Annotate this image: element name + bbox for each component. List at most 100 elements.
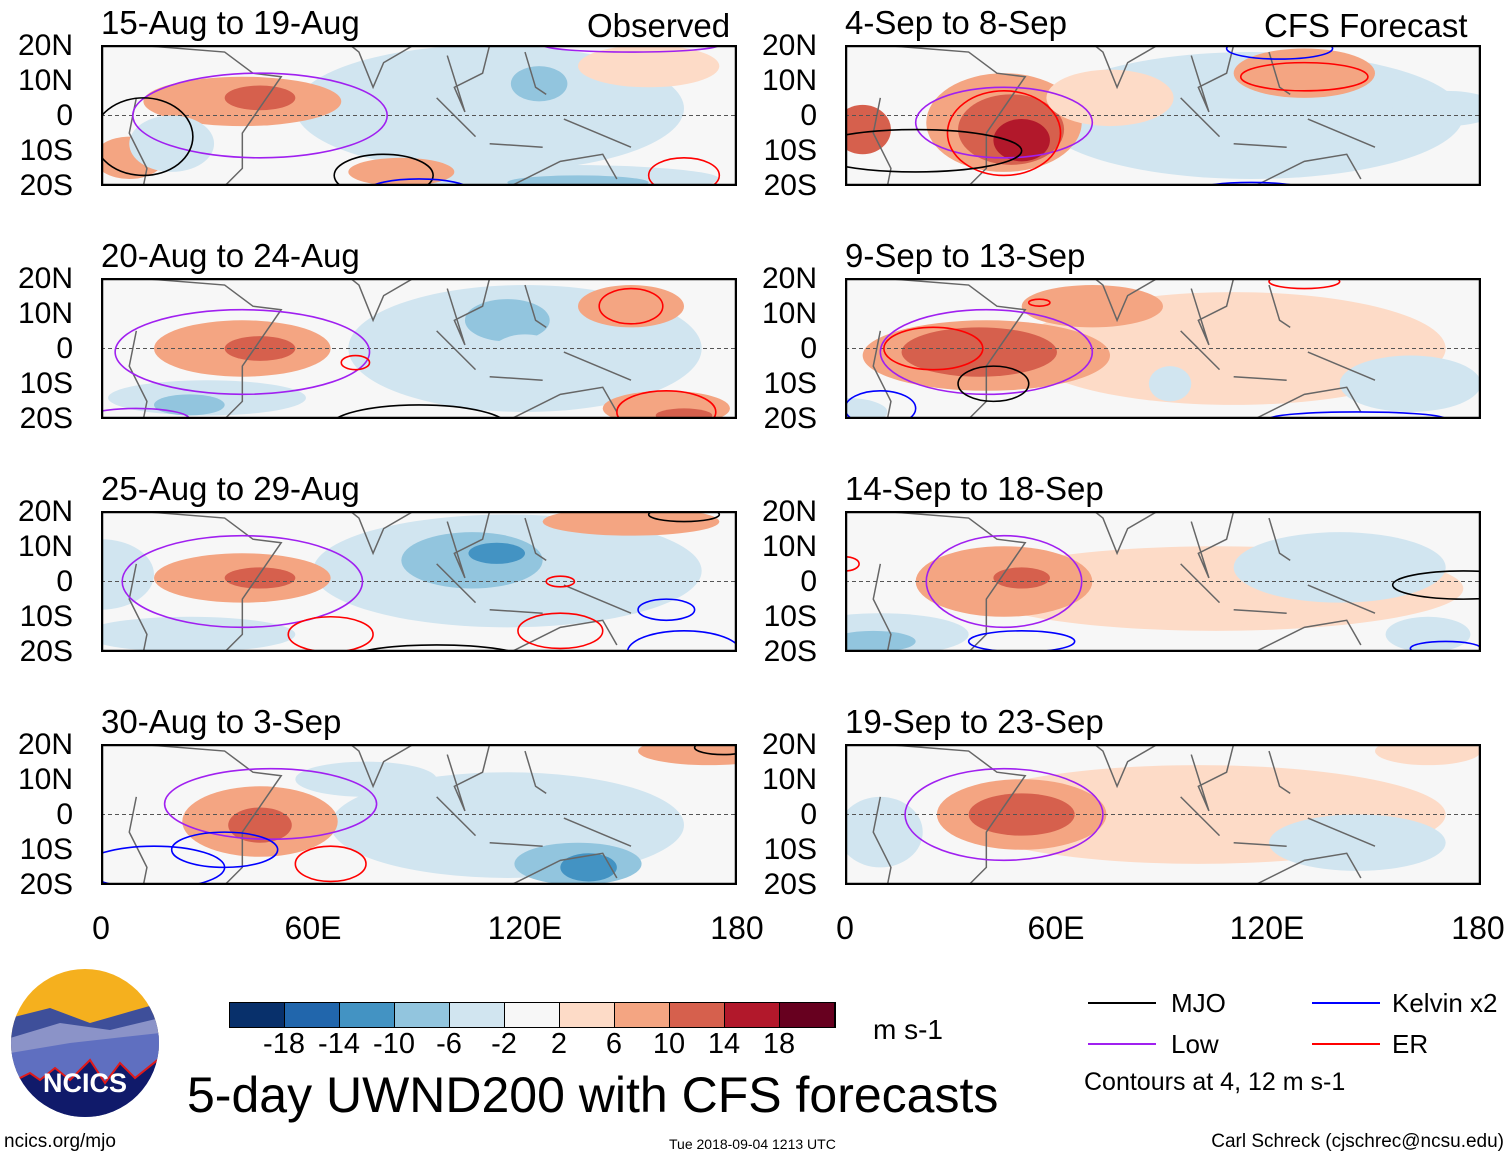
panel-title: 4-Sep to 8-Sep	[845, 4, 1067, 41]
ncics-logo: NCICS	[11, 969, 159, 1117]
lat-label: 20S	[763, 868, 817, 901]
map-panel	[845, 278, 1481, 419]
contour-er	[616, 390, 717, 419]
anomaly-shading	[129, 115, 215, 172]
panel-title: 20-Aug to 24-Aug	[101, 237, 360, 274]
lat-label: 20N	[17, 495, 73, 528]
lat-label: 10N	[17, 297, 73, 330]
legend-label: Kelvin x2	[1392, 988, 1498, 1018]
lat-label: 20S	[19, 635, 73, 668]
anomaly-shading	[348, 157, 455, 186]
anomaly-shading	[401, 532, 543, 589]
anomaly-shading	[578, 45, 720, 88]
contour-er	[845, 556, 860, 572]
lat-label: 0	[56, 798, 73, 831]
lat-label: 20S	[763, 402, 817, 435]
panel-title: 15-Aug to 19-Aug	[101, 4, 360, 41]
lat-label: 10N	[17, 763, 73, 796]
contour-low	[879, 308, 1094, 396]
anomaly-shading	[1392, 90, 1481, 127]
colorbar-swatch	[560, 1003, 615, 1027]
lat-label: 20S	[763, 635, 817, 668]
forecast-label: CFS Forecast	[1264, 7, 1468, 44]
map-panel	[845, 744, 1481, 885]
lat-label: 10N	[17, 64, 73, 97]
colorbar-swatch	[450, 1003, 505, 1027]
colorbar-label: 14	[707, 1028, 741, 1060]
lat-label: 20S	[19, 169, 73, 202]
colorbar-swatch	[725, 1003, 780, 1027]
lat-label: 20N	[17, 29, 73, 62]
lon-label: 180	[1451, 910, 1505, 946]
lat-label: 10S	[19, 600, 73, 633]
panel-frame	[845, 45, 1481, 186]
coastline	[128, 744, 632, 885]
colorbar-label: -6	[436, 1028, 462, 1060]
colorbar-swatch	[340, 1003, 395, 1027]
contour-low	[914, 86, 1094, 159]
lat-label: 20N	[761, 262, 817, 295]
contour-er	[1239, 61, 1369, 92]
anomaly-shading	[993, 119, 1050, 162]
panel-frame	[845, 511, 1481, 652]
contour-mjo	[101, 97, 194, 177]
colorbar-label: 10	[652, 1028, 686, 1060]
legend-label: MJO	[1171, 988, 1226, 1018]
anomaly-shading	[464, 299, 550, 342]
contour-low	[925, 534, 1083, 629]
colorbar-label: -2	[491, 1028, 517, 1060]
contour-mjo	[334, 404, 504, 419]
contour-low	[541, 45, 721, 53]
map-panel	[101, 45, 737, 186]
lat-label: 20N	[761, 728, 817, 761]
colorbar-swatch	[780, 1003, 835, 1027]
coastline	[128, 278, 632, 419]
lon-label: 60E	[1027, 910, 1085, 946]
lat-label: 10S	[763, 833, 817, 866]
colorbar-label: 18	[762, 1028, 796, 1060]
observed-label: Observed	[587, 7, 731, 44]
site-link[interactable]: ncics.org/mjo	[4, 1131, 116, 1152]
coastline	[872, 511, 1376, 652]
panel-frame	[101, 744, 737, 885]
colorbar-units: m s-1	[873, 1014, 943, 1045]
lon-label: 0	[836, 910, 854, 946]
panel-frame	[101, 45, 737, 186]
anomaly-shading	[845, 397, 888, 419]
contour-er	[287, 615, 374, 652]
anomaly-shading	[510, 66, 568, 102]
contour-mjo	[693, 744, 737, 756]
contour-low	[904, 767, 1104, 862]
lat-label: 10S	[763, 134, 817, 167]
colorbar-swatch	[615, 1003, 670, 1027]
lat-label: 0	[800, 798, 817, 831]
contour-er	[1268, 278, 1341, 290]
lat-label: 10N	[761, 530, 817, 563]
anomaly-shading	[655, 408, 713, 419]
contour-low	[101, 407, 191, 419]
lat-label: 20N	[17, 262, 73, 295]
colorbar-swatch	[285, 1003, 340, 1027]
colorbar-label: -14	[318, 1028, 360, 1060]
map-panel	[101, 511, 737, 652]
anomaly-shading	[507, 175, 649, 186]
contour-kelvin	[967, 630, 1076, 652]
legend-swatch-kelvin	[1312, 1002, 1380, 1004]
legend-swatch-mjo	[1088, 1002, 1156, 1004]
contour-kelvin	[637, 598, 696, 622]
contour-kelvin	[845, 390, 917, 419]
contour-mjo	[957, 365, 1030, 403]
legend-swatch-er	[1312, 1043, 1380, 1045]
lon-label: 180	[710, 910, 764, 946]
lat-label: 10S	[19, 134, 73, 167]
lat-label: 10S	[19, 367, 73, 400]
lon-label: 0	[92, 910, 110, 946]
coastline	[128, 511, 632, 652]
coastline	[872, 45, 1376, 186]
lon-label: 120E	[487, 910, 563, 946]
panel-frame	[101, 278, 737, 419]
contour-kelvin	[1225, 45, 1334, 60]
lon-label: 60E	[284, 910, 342, 946]
contour-er	[883, 326, 984, 371]
lon-label: 120E	[1229, 910, 1305, 946]
